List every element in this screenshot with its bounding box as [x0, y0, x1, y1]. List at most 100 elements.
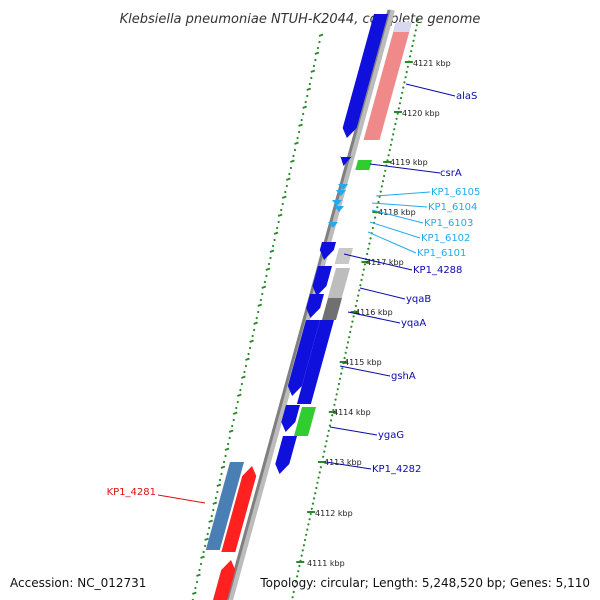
cds-KP1_4281-red: [221, 466, 257, 552]
outer-ring-tick: [196, 573, 201, 577]
topology-label: Topology: circular; Length: 5,248,520 bp…: [259, 576, 590, 590]
inner-ring-dot: [350, 325, 353, 328]
outer-ring-dot: [292, 154, 295, 158]
inner-ring-dot: [354, 304, 357, 308]
outer-ring-tick: [204, 537, 209, 541]
inner-ring-dot: [408, 55, 412, 58]
inner-ring-dot: [361, 273, 364, 276]
inner-ring-dot: [357, 294, 360, 297]
inner-ring-dot: [369, 237, 372, 240]
inner-ring-dot: [341, 367, 344, 370]
inner-ring-dot: [308, 518, 311, 521]
outer-ring-tick: [294, 141, 299, 145]
outer-ring-dot: [247, 352, 250, 356]
rna-chevron: [336, 190, 346, 196]
cds-left-4288: [319, 242, 336, 260]
kbp-tick-label: 4117 kbp: [366, 258, 404, 267]
outer-ring-dot: [206, 532, 209, 536]
inner-ring-dot: [403, 81, 406, 84]
inner-ring-dot: [327, 429, 330, 432]
outer-ring-tick: [298, 123, 303, 127]
cds-right-gray-1: [334, 248, 353, 264]
inner-ring-dot: [311, 502, 315, 505]
inner-ring-dot: [390, 138, 394, 141]
outer-ring-tick: [200, 555, 205, 559]
inner-ring-dot: [326, 434, 329, 438]
outer-ring-dot: [312, 64, 316, 68]
outer-ring-dot: [281, 202, 284, 206]
inner-ring-dot: [393, 128, 396, 131]
outer-ring-dot: [212, 508, 215, 512]
rna-chevron: [332, 200, 342, 206]
inner-ring-dot: [362, 268, 365, 271]
outer-ring-dot: [297, 130, 301, 134]
outer-ring-dot: [210, 514, 213, 518]
inner-ring-dot: [316, 481, 319, 484]
inner-ring-dot: [386, 159, 389, 162]
outer-ring-dot: [228, 436, 231, 440]
outer-ring-tick: [224, 447, 230, 451]
inner-ring-dot: [334, 398, 337, 401]
inner-ring-dot: [317, 476, 320, 479]
outer-ring-tick: [232, 411, 238, 415]
outer-ring-dot: [261, 292, 264, 296]
gene-leader-line: [375, 191, 431, 197]
outer-ring-tick: [212, 501, 218, 505]
outer-ring-dot: [271, 244, 275, 248]
inner-ring-dot: [413, 34, 416, 37]
outer-ring-tick: [318, 33, 324, 37]
outer-ring-tick: [249, 339, 254, 343]
accession-label: Accession: NC_012731: [10, 576, 146, 590]
inner-ring-dot: [296, 575, 299, 578]
gene-label: csrA: [440, 168, 462, 179]
outer-ring-dot: [306, 94, 309, 98]
inner-ring-dot: [402, 86, 405, 89]
outer-ring-dot: [263, 280, 266, 284]
gene-leader-line: [369, 163, 441, 174]
cds-right-gray-2: [327, 268, 350, 298]
inner-ring-dot: [387, 154, 390, 157]
outer-ring-dot: [239, 388, 242, 392]
outer-ring-tick: [302, 105, 308, 109]
outer-ring-dot: [316, 46, 320, 50]
gene-label: ygaG: [378, 430, 404, 441]
inner-ring-dot: [410, 50, 413, 53]
outer-ring-tick: [241, 375, 246, 379]
outer-ring-dot: [235, 406, 238, 410]
inner-ring-dot: [333, 403, 336, 406]
gene-leader-line: [339, 365, 391, 377]
kbp-tick-label: 4116 kbp: [355, 308, 393, 317]
outer-ring-dot: [280, 208, 283, 212]
outer-ring-dot: [293, 148, 297, 152]
inner-ring-dot: [338, 377, 342, 380]
outer-ring-dot: [318, 40, 321, 44]
outer-ring-dot: [276, 226, 279, 230]
inner-ring-dot: [303, 538, 307, 542]
feature-track: [205, 14, 412, 600]
outer-ring-tick: [285, 177, 291, 181]
outer-ring-dot: [308, 82, 311, 86]
inner-ring-dot: [310, 507, 313, 510]
kbp-tick-label: 4113 kbp: [324, 458, 362, 467]
outer-ring-dot: [199, 562, 203, 566]
inner-ring-dot: [297, 570, 300, 573]
kbp-axis-labels: 4121 kbp 4120 kbp 4119 kbp 4118 kbp 4117 kbp…: [307, 59, 451, 568]
outer-ring-dot: [259, 298, 262, 302]
cds-csrA-left: [340, 156, 353, 166]
inner-ring-dot: [332, 408, 335, 412]
inner-ring-dot: [389, 143, 392, 146]
outer-ring-tick: [245, 357, 250, 361]
outer-ring-dot: [248, 346, 252, 350]
outer-ring-tick: [314, 51, 320, 55]
outer-ring-tick: [281, 195, 287, 199]
inner-ring-dot: [379, 190, 382, 193]
inner-ring-dot: [373, 216, 377, 219]
inner-ring-dot: [411, 44, 414, 48]
gene-label: gshA: [391, 371, 416, 382]
gene-label-layer: alaS csrA KP1_6105 KP1_6104 KP1_6103 KP1_6102…: [107, 83, 480, 504]
kbp-tick-label: 4119 kbp: [390, 158, 428, 167]
inner-ring-dot: [337, 382, 341, 386]
gene-leader-line: [369, 221, 421, 239]
cds-bottom-red: [213, 560, 236, 600]
